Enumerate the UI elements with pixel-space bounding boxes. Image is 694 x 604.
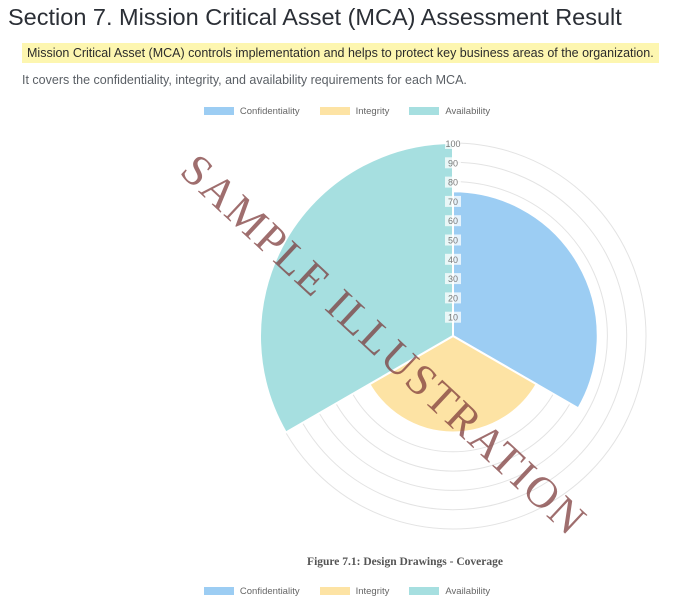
legend-item-integrity[interactable]: Integrity: [319, 105, 390, 117]
legend-label: Confidentiality: [239, 105, 300, 117]
tick-label: 20: [448, 293, 458, 303]
legend-item-confidentiality[interactable]: Confidentiality: [203, 585, 300, 597]
legend-swatch: [319, 107, 350, 115]
tick-label-backdrop: [445, 311, 461, 323]
legend-swatch: [409, 107, 440, 115]
legend-label: Integrity: [355, 585, 390, 597]
legend-label: Integrity: [355, 105, 390, 117]
tick-label-backdrop: [445, 157, 461, 169]
tick-label-backdrop: [445, 176, 461, 188]
chart-legend-top: Confidentiality Integrity Availability: [0, 104, 694, 118]
legend-label: Confidentiality: [239, 585, 300, 597]
tick-label: 40: [448, 255, 458, 265]
sector-confidentiality[interactable]: [452, 190, 599, 410]
legend-swatch: [319, 587, 350, 595]
tick-label: 100: [445, 139, 460, 149]
tick-label: 50: [448, 236, 458, 246]
tick-label: 80: [448, 178, 458, 188]
legend-swatch: [203, 587, 234, 595]
sector-integrity[interactable]: [368, 334, 538, 434]
tick-label-backdrop: [445, 292, 461, 304]
legend-item-availability[interactable]: Availability: [409, 586, 490, 597]
tick-label-backdrop: [445, 253, 461, 265]
tick-label: 60: [448, 216, 458, 226]
legend-swatch: [409, 587, 440, 595]
legend-swatch: [203, 107, 234, 115]
figure-caption: Figure 7.1: Design Drawings - Coverage: [307, 556, 503, 568]
legend-label: Availability: [445, 105, 491, 117]
tick-label: 90: [448, 158, 458, 168]
tick-label: 70: [448, 197, 458, 207]
tick-label-backdrop: [445, 195, 461, 207]
chart-legend-bottom: Confidentiality Integrity Availability: [0, 584, 694, 598]
tick-label-backdrop: [445, 138, 461, 149]
legend-item-availability[interactable]: Availability: [409, 106, 490, 117]
tick-label-backdrop: [445, 273, 461, 285]
section-description: It covers the confidentiality, integrity…: [22, 73, 467, 87]
section-title: Section 7. Mission Critical Asset (MCA) …: [8, 4, 622, 30]
legend-label: Availability: [445, 585, 491, 597]
tick-label-backdrop: [445, 215, 461, 227]
legend-item-confidentiality[interactable]: Confidentiality: [203, 105, 300, 117]
tick-label: 30: [448, 274, 458, 284]
tick-label-backdrop: [445, 234, 461, 246]
legend-item-integrity[interactable]: Integrity: [319, 585, 390, 597]
tick-label: 10: [448, 313, 458, 323]
highlight-text: Mission Critical Asset (MCA) controls im…: [22, 43, 659, 63]
sector-availability[interactable]: [259, 141, 454, 434]
